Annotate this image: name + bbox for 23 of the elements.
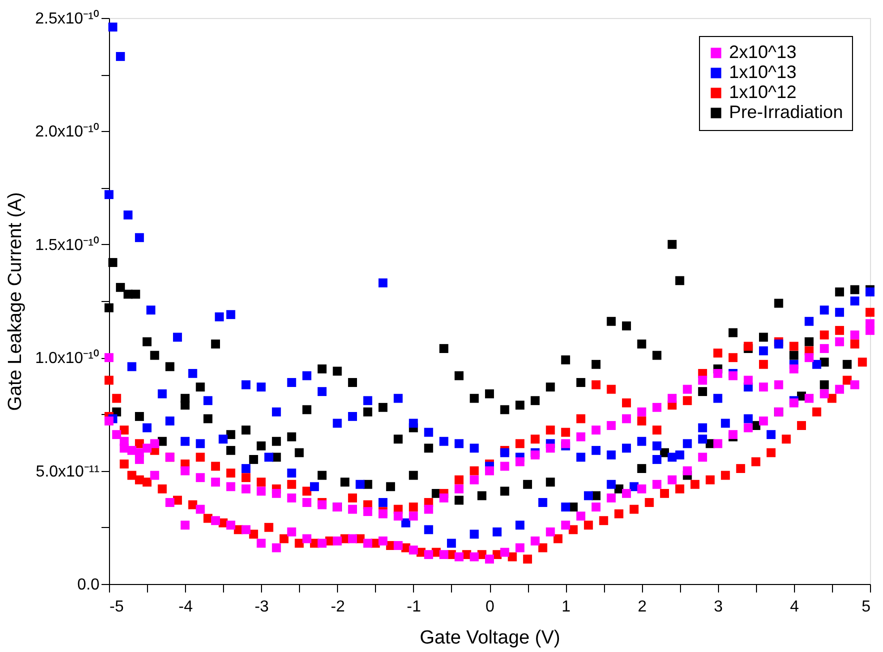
x-axis-title: Gate Voltage (V) bbox=[420, 628, 560, 648]
x-tick-label: -1 bbox=[406, 598, 422, 616]
x-tick-label: 3 bbox=[714, 598, 723, 616]
y-tick-label: 1.5x10⁻¹⁰ bbox=[35, 236, 100, 254]
x-tick-label: -2 bbox=[330, 598, 346, 616]
y-tick-label: 2.0x10⁻¹⁰ bbox=[35, 122, 100, 141]
y-tick-label: 5.0x10⁻¹¹ bbox=[36, 463, 100, 480]
x-tick-label: 4 bbox=[790, 598, 799, 616]
y-tick-label: 0.0 bbox=[77, 576, 100, 594]
x-tick-label: 1 bbox=[562, 598, 571, 616]
y-tick-label: 2.5x10⁻¹⁰ bbox=[35, 10, 100, 28]
x-tick-label: -4 bbox=[178, 598, 193, 616]
legend-label: 2x10^13 bbox=[729, 42, 796, 62]
y-axis-title: Gate Leakage Current (A) bbox=[5, 192, 26, 411]
legend-label: 1x10^13 bbox=[729, 62, 796, 82]
y-tick-label: 1.0x10⁻¹⁰ bbox=[35, 349, 100, 368]
legend-label: Pre-Irradiation bbox=[729, 102, 844, 122]
legend-label: 1x10^12 bbox=[729, 82, 796, 102]
x-tick-label: 5 bbox=[862, 598, 871, 616]
x-tick-label: -3 bbox=[254, 598, 269, 616]
x-tick-label: -5 bbox=[110, 598, 124, 616]
x-tick-label: 0 bbox=[486, 598, 495, 616]
x-tick-label: 2 bbox=[638, 598, 647, 616]
